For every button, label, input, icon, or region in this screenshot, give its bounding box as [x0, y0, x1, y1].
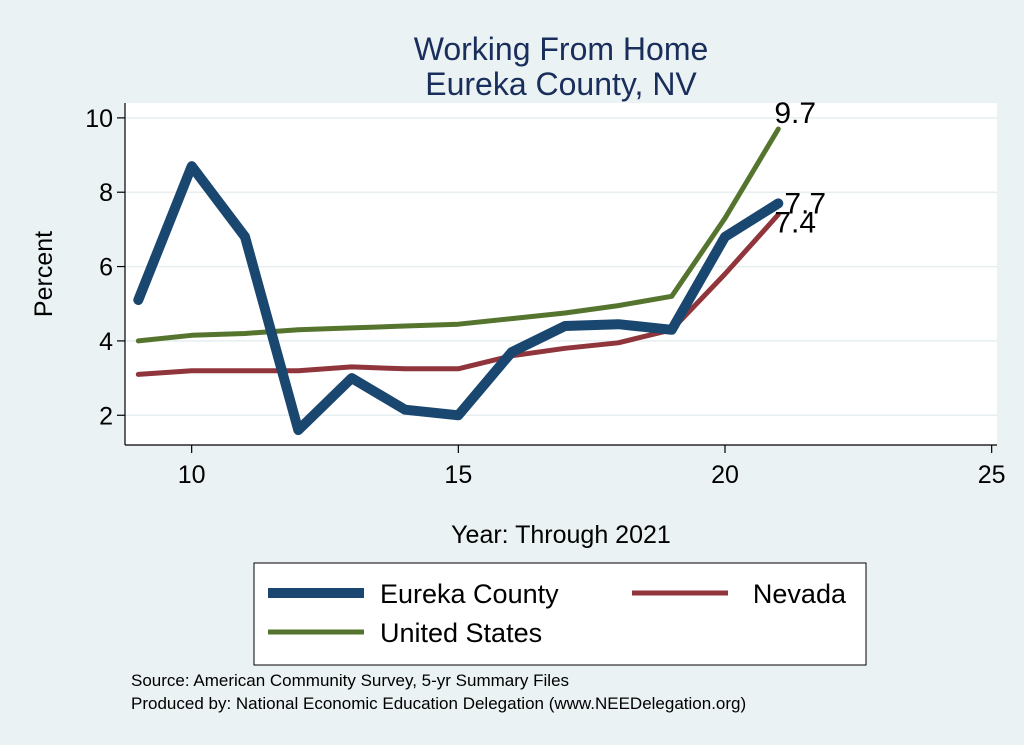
- x-tick-label-10: 10: [178, 461, 206, 489]
- x-tick-label-15: 15: [444, 461, 472, 489]
- legend-label-united-states: United States: [380, 618, 542, 648]
- y-tick-label-4: 4: [99, 328, 113, 356]
- source-note: Source: American Community Survey, 5-yr …: [131, 671, 569, 690]
- series-line-united-states: [135, 126, 781, 344]
- chart-title-line-1: Working From Home: [414, 31, 709, 67]
- chart-title-line-2: Eureka County, NV: [425, 66, 697, 102]
- end-label-nevada: 7.4: [774, 207, 816, 240]
- series-line-eureka-county: [133, 161, 784, 436]
- legend-label-nevada: Nevada: [753, 579, 847, 609]
- y-axis-title: Percent: [30, 231, 58, 317]
- x-tick-label-20: 20: [711, 461, 739, 489]
- y-tick-label-6: 6: [99, 254, 113, 282]
- legend-label-eureka-county: Eureka County: [380, 579, 559, 609]
- end-label-eureka-county: 7.7: [784, 187, 826, 220]
- x-axis-title: Year: Through 2021: [451, 521, 671, 549]
- produced-by-note: Produced by: National Economic Education…: [131, 694, 746, 713]
- plot-area: [125, 103, 997, 445]
- axes: 2 4 6 8 10 10 15 20 25: [85, 103, 1006, 489]
- legend: Eureka County Nevada United States: [253, 562, 867, 666]
- end-label-united-states: 9.7: [774, 97, 816, 130]
- y-tick-label-10: 10: [85, 105, 113, 133]
- legend-box: [253, 562, 867, 666]
- y-tick-label-8: 8: [99, 179, 113, 207]
- series-lines: [133, 126, 784, 436]
- y-tick-label-2: 2: [99, 402, 113, 430]
- x-tick-label-25: 25: [978, 461, 1006, 489]
- end-labels: 7.77.4 9.7: [774, 97, 826, 240]
